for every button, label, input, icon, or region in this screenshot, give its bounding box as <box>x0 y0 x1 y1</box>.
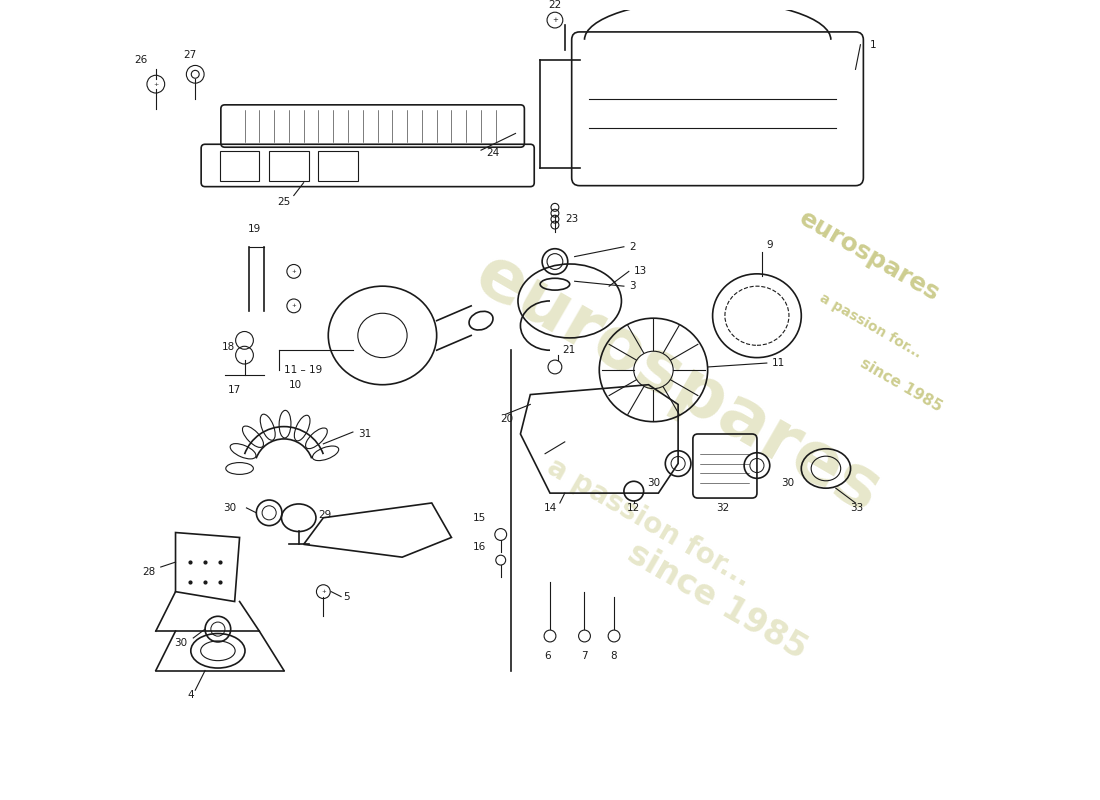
Bar <box>220 151 260 181</box>
Text: eurospares: eurospares <box>463 241 893 529</box>
Text: 7: 7 <box>581 650 587 661</box>
Text: 11 – 19: 11 – 19 <box>284 365 322 375</box>
Text: 29: 29 <box>318 510 332 520</box>
Text: 1: 1 <box>870 40 877 50</box>
Text: 20: 20 <box>500 414 514 424</box>
Text: 24: 24 <box>486 148 499 158</box>
Text: 6: 6 <box>544 650 551 661</box>
Text: a passion for...: a passion for... <box>541 453 756 593</box>
Text: 9: 9 <box>767 240 773 250</box>
Text: eurospares: eurospares <box>795 206 944 306</box>
Bar <box>270 151 309 181</box>
Text: 30: 30 <box>174 638 187 648</box>
Text: 12: 12 <box>627 503 640 513</box>
Text: 30: 30 <box>782 478 794 488</box>
Text: +: + <box>153 82 158 86</box>
Text: a passion for...: a passion for... <box>817 290 924 361</box>
Text: 32: 32 <box>716 503 729 513</box>
Text: 16: 16 <box>473 542 486 552</box>
Text: 22: 22 <box>548 0 562 10</box>
Text: 31: 31 <box>358 429 371 439</box>
Text: +: + <box>321 589 326 594</box>
Text: 26: 26 <box>134 54 147 65</box>
Text: 30: 30 <box>647 478 660 488</box>
Text: 15: 15 <box>473 513 486 522</box>
Text: since 1985: since 1985 <box>857 355 944 414</box>
Text: 4: 4 <box>187 690 194 700</box>
Bar <box>318 151 358 181</box>
Text: 8: 8 <box>610 650 617 661</box>
Text: 23: 23 <box>564 214 578 224</box>
Text: 14: 14 <box>543 503 557 513</box>
Text: 33: 33 <box>850 503 864 513</box>
Text: 10: 10 <box>289 380 302 390</box>
Text: +: + <box>552 17 558 23</box>
Text: since 1985: since 1985 <box>621 537 813 666</box>
Text: 25: 25 <box>277 198 290 207</box>
Text: +: + <box>292 303 296 308</box>
Text: 19: 19 <box>248 224 261 234</box>
Text: 2: 2 <box>629 242 636 252</box>
Text: 5: 5 <box>343 591 350 602</box>
Text: 3: 3 <box>629 281 636 291</box>
Text: +: + <box>292 269 296 274</box>
Text: 21: 21 <box>562 346 575 355</box>
Text: 11: 11 <box>772 358 785 368</box>
Text: 30: 30 <box>223 503 236 513</box>
Text: 18: 18 <box>221 342 234 352</box>
Text: 27: 27 <box>184 50 197 59</box>
Text: 28: 28 <box>143 567 156 577</box>
Text: 17: 17 <box>228 385 241 394</box>
Text: 13: 13 <box>634 266 647 276</box>
